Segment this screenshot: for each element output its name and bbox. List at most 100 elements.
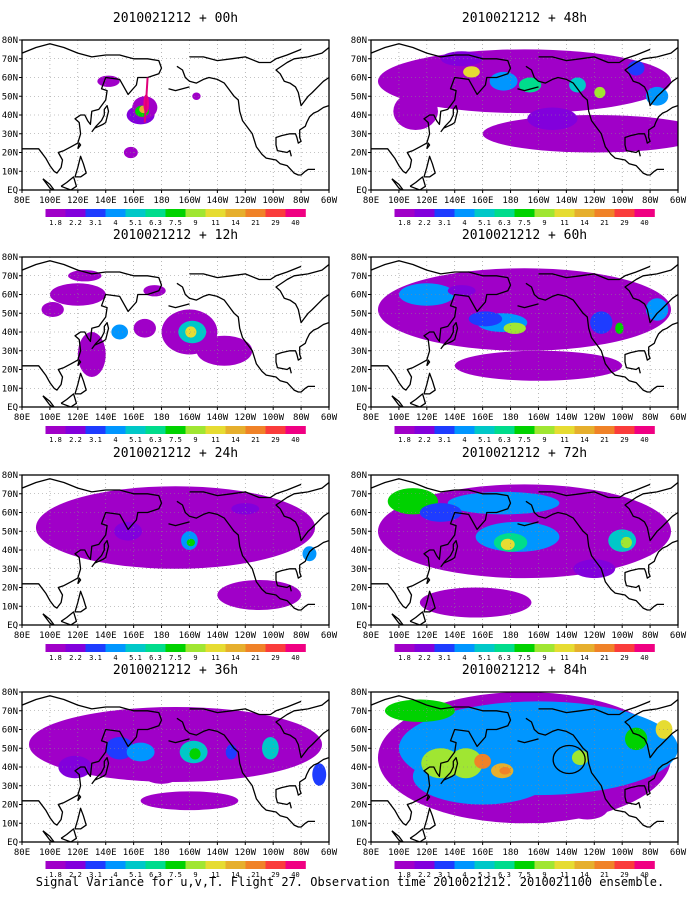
map-panel: 2010021212 + 12h 80E 100E 120E 140E 160E 180 16… [2,228,338,444]
colorbar-swatch [125,861,146,869]
lon-tick-label: 100E [39,848,61,858]
colorbar-swatch [594,644,615,652]
variance-contour [566,797,609,820]
lat-tick-label: EQ [356,403,367,413]
colorbar-swatch [594,426,615,434]
lon-tick-label: 120W [583,631,605,641]
colorbar-swatch [105,644,126,652]
colorbar-label: 7.5 [518,436,531,444]
lon-tick-label: 160E [472,196,494,206]
lat-tick-label: 50N [2,744,18,754]
map-panel: 2010021212 + 84h 80E 100E 120E 140E 160E 180 16… [351,663,687,879]
colorbar-label: 9 [542,871,546,879]
colorbar-label: 5.1 [478,654,491,662]
coastline [371,43,678,190]
colorbar-swatch [514,426,535,434]
lat-tick-label: 10N [351,819,367,829]
lon-tick-label: 120W [234,848,256,858]
colorbar-label: 14 [231,436,239,444]
colorbar-swatch [494,861,515,869]
colorbar-swatch [85,644,106,652]
colorbar-label: 4 [462,654,466,662]
colorbar-label: 21 [251,871,259,879]
colorbar-label: 40 [640,871,648,879]
variance-contour [463,66,480,78]
variance-contour [133,318,156,338]
colorbar-label: 7.5 [169,436,182,444]
variance-contour [186,538,196,547]
variance-contour [518,77,542,93]
colorbar-swatch [574,861,595,869]
lon-tick-label: 140E [95,196,117,206]
colorbar-label: 4 [462,219,466,227]
colorbar-label: 11 [560,219,568,227]
lat-tick-label: 20N [2,801,18,811]
lon-tick-label: 180 [153,631,169,641]
colorbar: 1.8 2.2 3.1 4 5.1 6.3 7.5 9 11 14 21 29 40 [394,209,655,227]
lat-tick-label: 30N [351,347,367,357]
lat-tick-label: 40N [2,111,18,121]
lon-tick-label: 160W [528,631,550,641]
colorbar-label: 1.8 [398,436,411,444]
lat-tick-label: 30N [2,347,18,357]
colorbar-swatch [245,426,266,434]
colorbar-swatch [45,861,66,869]
colorbar-label: 3.1 [89,654,102,662]
colorbar-swatch [454,209,475,217]
lat-tick-label: 20N [351,584,367,594]
lat-tick-label: 50N [2,527,18,537]
colorbar-swatch [454,426,475,434]
colorbar-label: 29 [620,436,628,444]
colorbar-swatch [534,426,555,434]
colorbar-label: 3.1 [438,871,451,879]
lat-tick-label: 60N [2,726,18,736]
colorbar-swatch [65,644,86,652]
colorbar-swatch [185,209,206,217]
lon-tick-label: 160E [123,196,145,206]
colorbar: 1.8 2.2 3.1 4 5.1 6.3 7.5 9 11 14 21 29 40 [394,644,655,662]
lat-tick-label: 20N [2,149,18,159]
lat-tick-label: 60N [2,291,18,301]
lon-tick-label: 60W [321,196,338,206]
lon-tick-label: 120E [67,196,89,206]
lon-tick-label: 80E [363,631,379,641]
colorbar-swatch [534,861,555,869]
variance-contour [571,750,589,766]
lon-tick-label: 120E [416,196,438,206]
variance-contour [499,767,511,775]
colorbar-swatch [125,426,146,434]
lon-tick-label: 100W [262,196,284,206]
lon-tick-label: 120W [234,413,256,423]
colorbar-label: 11 [211,654,219,662]
coastline [22,478,329,625]
lat-tick-label: 10N [2,167,18,177]
lat-tick-label: 60N [351,726,367,736]
colorbar-swatch [105,426,126,434]
lat-tick-label: 60N [351,509,367,519]
lat-tick-label: 10N [351,384,367,394]
variance-contour [189,748,201,760]
colorbar-swatch [225,426,246,434]
colorbar-swatch [434,209,455,217]
colorbar-swatch [125,644,146,652]
colorbar-swatch [554,426,575,434]
lat-tick-label: 80N [351,36,367,46]
variance-contour [41,302,64,317]
lat-tick-label: EQ [356,186,367,196]
colorbar-swatch [185,426,206,434]
variance-contour [231,503,260,515]
colorbar-swatch [285,426,306,434]
lat-tick-label: 40N [2,763,18,773]
colorbar-swatch [494,209,515,217]
lat-tick-label: 70N [351,272,367,282]
colorbar-label: 6.3 [498,436,511,444]
variance-contour [28,707,323,782]
lat-tick-label: 70N [2,707,18,717]
variance-contour [569,77,586,93]
lat-tick-label: 60N [2,74,18,84]
lon-tick-label: 120W [583,196,605,206]
lon-tick-label: 160W [528,848,550,858]
colorbar-label: 9 [193,436,197,444]
colorbar-swatch [265,209,286,217]
colorbar-swatch [85,209,106,217]
